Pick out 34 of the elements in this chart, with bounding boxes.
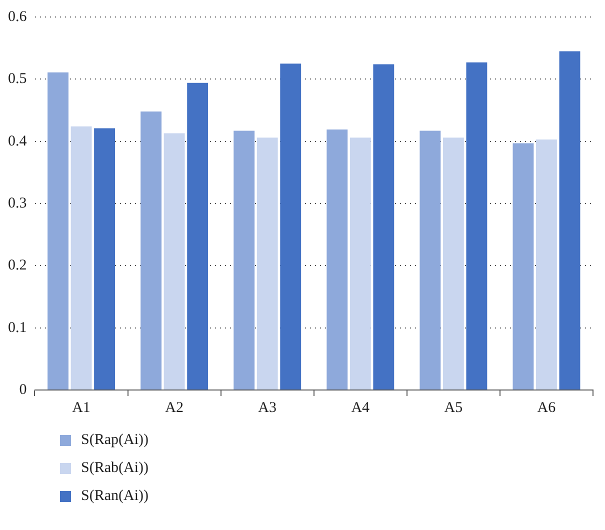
y-tick-label: 0.3 <box>8 195 27 212</box>
x-tick-label: A2 <box>165 400 184 416</box>
bar <box>94 128 115 390</box>
bar <box>234 130 255 390</box>
legend-label: S(Ran(Ai)) <box>81 488 148 504</box>
bar <box>420 130 441 390</box>
legend-label: S(Rab(Ai)) <box>81 460 148 476</box>
legend-label: S(Rap(Ai)) <box>81 432 148 448</box>
bar <box>512 143 534 390</box>
bar <box>559 51 580 390</box>
y-tick-label: 0 <box>19 382 27 398</box>
bar <box>187 82 208 390</box>
bar <box>48 72 68 390</box>
x-tick-label: A3 <box>258 400 277 416</box>
bar <box>164 133 185 390</box>
y-tick-label: 0.5 <box>8 71 27 88</box>
bar <box>326 130 348 390</box>
bar <box>536 139 557 390</box>
bar <box>350 138 371 390</box>
x-tick-label: A4 <box>351 400 370 416</box>
x-tick-label: A1 <box>72 400 90 416</box>
bar <box>70 126 92 390</box>
bar <box>140 111 162 390</box>
y-tick-label: 0.6 <box>8 8 28 25</box>
x-tick-label: A6 <box>537 400 556 416</box>
y-tick-label: 0.1 <box>8 320 27 336</box>
x-tick-label: A5 <box>444 400 463 416</box>
y-tick-label: 0.4 <box>8 133 28 150</box>
y-tick-label: 0.2 <box>8 258 27 274</box>
bar <box>280 64 302 390</box>
bar <box>373 64 394 390</box>
bar <box>256 138 278 390</box>
bar <box>442 138 464 390</box>
bar <box>466 62 488 390</box>
